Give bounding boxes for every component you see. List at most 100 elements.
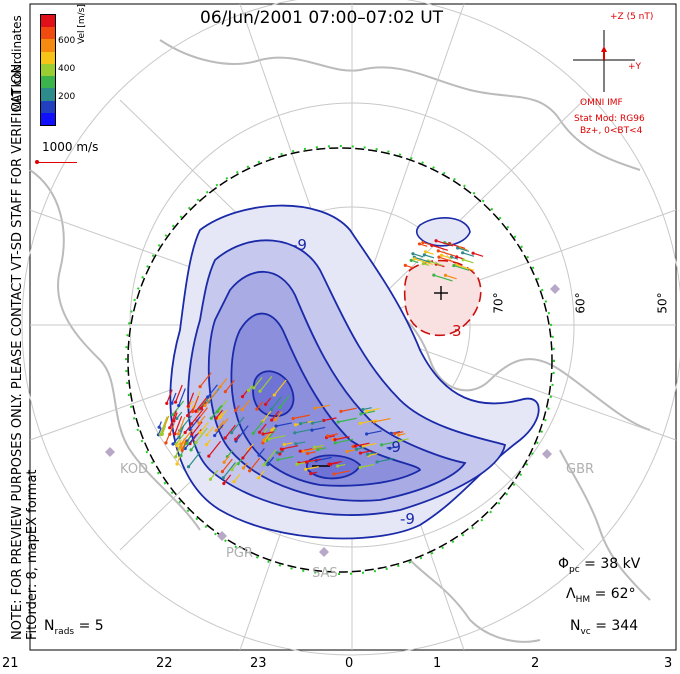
velocity-vector [188,451,201,468]
velocity-vector-origin [198,385,202,389]
velocity-vector-origin [336,420,340,424]
velocity-vector-origin [233,408,238,412]
velocity-vector-origin [168,426,172,430]
colorbar-segment [41,27,55,40]
velocity-vector [189,416,201,430]
velocity-vector [311,426,326,431]
velocity-vector-origin [304,467,308,471]
velocity-vector [275,422,292,427]
velocity-vector-origin [214,416,218,420]
velocity-vector [298,459,311,464]
velocity-vector-origin [365,409,369,413]
velocity-vector [306,458,321,463]
mlt-tick-0: 0 [345,656,354,671]
velocity-vector [181,440,187,451]
velocity-vector [160,415,170,435]
velocity-vector [174,416,183,435]
velocity-vector [206,426,214,436]
velocity-vector-origin [170,401,174,405]
velocity-vector-origin [248,469,252,473]
velocity-vector [242,446,253,459]
velocity-vector-origin [240,408,244,412]
imf-clock-dial [573,30,635,92]
colorbar-segment [41,15,55,28]
velocity-vector [340,407,357,412]
velocity-vector-origin [388,446,392,450]
lambda-value: = 62° [594,586,636,602]
velocity-vector [262,410,272,422]
velocity-vector [294,428,312,434]
velocity-vector [277,456,294,461]
hm-boundary [127,147,553,573]
mlt-tick-1: 1 [433,656,442,671]
velocity-vector-origin [189,448,193,452]
velocity-scale-dot [35,160,39,164]
velocity-vector [338,417,357,423]
velocity-vector-origin [158,432,162,436]
mlt-tick-22: 22 [156,656,173,671]
velocity-vector [374,417,391,423]
colorbar-tick-600: 600 [58,36,76,46]
velocity-vector-origin [397,439,401,443]
velocity-vector [305,466,319,470]
velocity-vector [462,252,475,257]
velocity-vector-origin [293,431,297,435]
velocity-vector-origin [194,440,198,445]
hm-boundary-points [125,145,555,575]
contour-label: 3 [452,322,462,340]
velocity-vector [175,433,185,445]
velocity-vector-origin [278,405,282,409]
velocity-vector [208,440,222,457]
velocity-vector-origin [223,436,227,440]
velocity-vector-origin [361,444,365,448]
velocity-vector-origin [157,425,161,429]
contour-label: -9 [386,438,401,456]
velocity-vector-origin [223,390,227,394]
velocity-vector-origin [173,432,177,436]
cross-polar-potential: Φpc = 38 kV [558,556,640,575]
lambda-symbol: Λ [566,586,576,602]
nvc-value: = 344 [595,618,639,634]
velocity-vector [445,274,457,280]
mlt-tick-21: 21 [2,656,19,671]
velocity-vector-origin [278,452,282,456]
velocity-vector-origin [251,431,255,435]
velocity-vector-origin [452,263,456,268]
velocity-vector-origin [333,438,337,442]
velocity-vector [224,379,236,393]
velocity-vector-origin [365,432,369,436]
velocity-vector-origin [263,402,268,407]
velocity-vector-origin [230,468,234,472]
velocity-vector-origin [291,416,295,421]
velocity-vector [224,424,236,439]
velocity-vector [267,456,275,466]
velocity-vector-origin [269,407,274,411]
mlt-tick-2: 2 [531,656,540,671]
lat-label-50: 50° [655,292,670,314]
velocity-vector-origin [222,481,226,486]
velocity-vector [334,436,350,441]
velocity-vector [312,420,324,424]
velocity-vector-origin [220,469,225,474]
velocity-vector-origin [403,263,407,268]
velocity-vector-origin [358,465,362,469]
velocity-vector-origin [276,458,280,462]
velocity-vector-origin [194,409,198,413]
colorbar-tick-400: 400 [58,64,76,74]
velocity-vector [159,416,168,435]
velocity-vector-origin [412,257,417,261]
velocity-vector [271,410,280,421]
radar-label-sas: SAS [312,566,338,581]
velocity-vector-origin [188,427,192,432]
velocity-vector [172,400,185,416]
velocity-vector [270,396,282,410]
velocity-vector-origin [209,416,213,420]
velocity-vector-origin [282,442,286,447]
imf-source: OMNI IMF [580,98,623,108]
velocity-vector [366,430,382,435]
hm-latitude: ΛHM = 62° [566,586,636,605]
velocity-vector-origin [205,433,209,437]
velocity-vector-origin [270,418,274,422]
velocity-vector-origin [455,255,459,259]
colorbar-segment [41,39,55,52]
